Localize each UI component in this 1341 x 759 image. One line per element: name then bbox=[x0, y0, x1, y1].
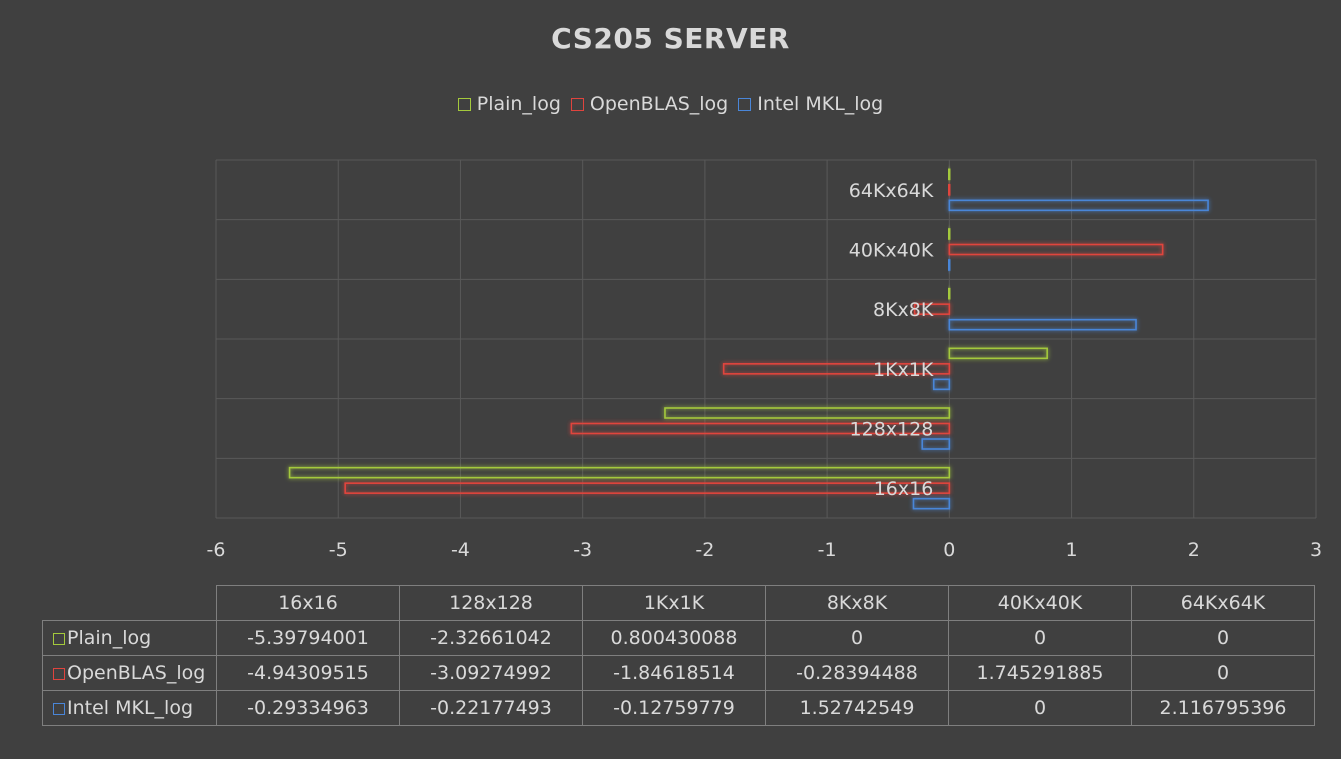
data-table-cell: 0 bbox=[1131, 620, 1315, 656]
x-tick-label: -5 bbox=[329, 539, 348, 561]
data-table-cell: -0.28394488 bbox=[765, 655, 949, 691]
bars bbox=[288, 168, 1209, 510]
bar bbox=[948, 243, 1164, 256]
category-label: 64Kx64K bbox=[849, 180, 934, 202]
data-table-cell: 0 bbox=[1131, 655, 1315, 691]
bar bbox=[344, 482, 951, 494]
bar bbox=[947, 259, 951, 271]
data-table-cell: 1.745291885 bbox=[948, 655, 1132, 691]
data-table-cell: -3.09274992 bbox=[399, 655, 583, 691]
x-tick-label: -6 bbox=[207, 539, 226, 561]
bar bbox=[722, 363, 951, 375]
row-swatch-plain bbox=[53, 632, 65, 645]
x-tick-label: -2 bbox=[695, 539, 714, 561]
data-table-header-cell: 1Kx1K bbox=[582, 585, 766, 621]
bar bbox=[570, 422, 951, 435]
data-table-header-cell: 16x16 bbox=[216, 585, 400, 621]
bar bbox=[921, 438, 951, 450]
bar bbox=[947, 168, 951, 181]
data-table-cell: 0 bbox=[765, 620, 949, 656]
data-table-header-cell: 8Kx8K bbox=[765, 585, 949, 621]
legend-swatch-intel-mkl bbox=[738, 97, 752, 111]
legend-label-plain: Plain_log bbox=[476, 93, 561, 115]
legend-item-intel-mkl: Intel MKL_log bbox=[738, 93, 883, 115]
data-table-header-cell: 40Kx40K bbox=[948, 585, 1132, 621]
row-label-plain: Plain_log bbox=[67, 627, 152, 649]
row-swatch-openblas bbox=[53, 667, 65, 680]
data-table-header-cell: 64Kx64K bbox=[1131, 585, 1315, 621]
data-table-row-intel-mkl: Intel MKL_log -0.29334963 -0.22177493 -0… bbox=[42, 690, 1315, 726]
bar bbox=[912, 497, 951, 510]
category-label: 128x128 bbox=[850, 419, 934, 441]
data-table-cell: -2.32661042 bbox=[399, 620, 583, 656]
data-table-row-header: OpenBLAS_log bbox=[42, 655, 217, 691]
x-tick-label: 2 bbox=[1188, 539, 1200, 561]
legend-swatch-openblas bbox=[570, 97, 584, 111]
data-table-row-header: Intel MKL_log bbox=[42, 690, 217, 726]
x-axis-tick-labels: -6 -5 -4 -3 -2 -1 0 1 2 3 bbox=[207, 539, 1323, 561]
legend-item-openblas: OpenBLAS_log bbox=[570, 93, 729, 115]
grid-lines bbox=[215, 159, 1317, 519]
bar bbox=[288, 466, 951, 479]
data-table-row-header: Plain_log bbox=[42, 620, 217, 656]
category-labels: 16x16 128x128 1Kx1K 8Kx8K 40Kx40K 64Kx64K bbox=[849, 180, 934, 500]
x-tick-label: 0 bbox=[943, 539, 955, 561]
category-label: 1Kx1K bbox=[873, 359, 934, 381]
data-table-header-cell: 128x128 bbox=[399, 585, 583, 621]
bar bbox=[913, 303, 951, 315]
data-table-cell: -4.94309515 bbox=[216, 655, 400, 691]
row-swatch-intel-mkl bbox=[53, 702, 65, 715]
row-label-openblas: OpenBLAS_log bbox=[67, 662, 206, 684]
bar bbox=[948, 347, 1048, 360]
data-table-corner bbox=[43, 586, 217, 621]
x-tick-label: 1 bbox=[1066, 539, 1078, 561]
legend: Plain_log OpenBLAS_log Intel MKL_log bbox=[0, 93, 1341, 115]
data-table-cell: -0.12759779 bbox=[582, 690, 766, 726]
bar bbox=[664, 407, 951, 419]
chart-title: CS205 SERVER bbox=[551, 22, 790, 55]
category-label: 16x16 bbox=[874, 478, 934, 500]
data-table-cell: 0.800430088 bbox=[582, 620, 766, 656]
bar bbox=[947, 184, 951, 196]
legend-label-intel-mkl: Intel MKL_log bbox=[757, 93, 884, 115]
data-table-cell: -1.84618514 bbox=[582, 655, 766, 691]
x-tick-label: -4 bbox=[451, 539, 470, 561]
x-tick-label: -1 bbox=[818, 539, 837, 561]
data-table: 16x16 128x128 1Kx1K 8Kx8K 40Kx40K 64Kx64… bbox=[42, 585, 1315, 726]
data-table-cell: 0 bbox=[948, 690, 1132, 726]
row-label-intel-mkl: Intel MKL_log bbox=[67, 697, 194, 719]
data-table-cell: -0.22177493 bbox=[399, 690, 583, 726]
bar bbox=[948, 318, 1137, 331]
x-tick-label: 3 bbox=[1310, 539, 1322, 561]
data-table-cell: 0 bbox=[948, 620, 1132, 656]
data-table-cell: 1.52742549 bbox=[765, 690, 949, 726]
legend-swatch-plain bbox=[457, 97, 471, 111]
legend-label-openblas: OpenBLAS_log bbox=[589, 93, 729, 115]
bar bbox=[947, 228, 951, 240]
bar bbox=[948, 199, 1209, 212]
data-table-cell: -0.29334963 bbox=[216, 690, 400, 726]
data-table-row-plain: Plain_log -5.39794001 -2.32661042 0.8004… bbox=[42, 620, 1315, 656]
legend-item-plain: Plain_log bbox=[457, 93, 561, 115]
data-table-cell: -5.39794001 bbox=[216, 620, 400, 656]
category-label: 8Kx8K bbox=[873, 299, 934, 321]
data-table-cell: 2.116795396 bbox=[1131, 690, 1315, 726]
data-table-header-row: 16x16 128x128 1Kx1K 8Kx8K 40Kx40K 64Kx64… bbox=[43, 585, 1315, 621]
bar bbox=[932, 378, 951, 391]
category-label: 40Kx40K bbox=[849, 240, 934, 262]
data-table-row-openblas: OpenBLAS_log -4.94309515 -3.09274992 -1.… bbox=[42, 655, 1315, 691]
x-tick-label: -3 bbox=[573, 539, 592, 561]
bar bbox=[947, 287, 951, 300]
